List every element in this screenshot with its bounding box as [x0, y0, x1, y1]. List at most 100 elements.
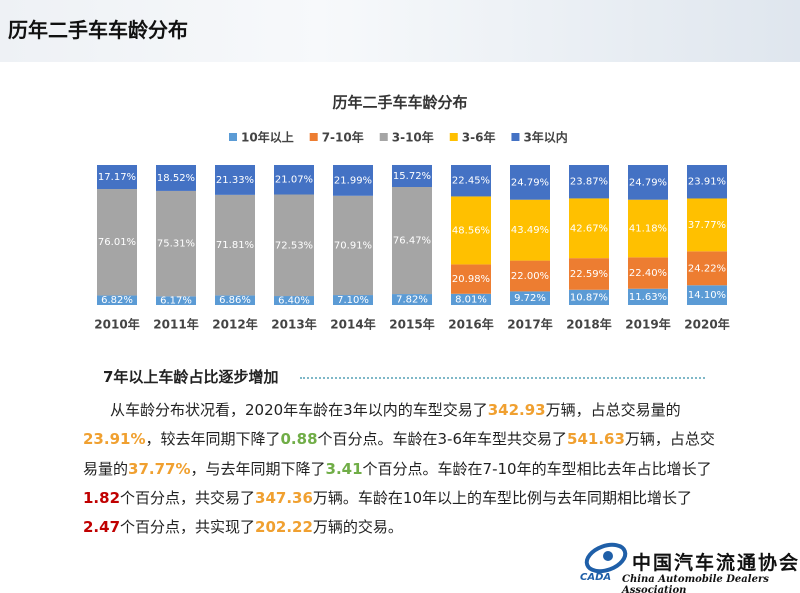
legend-label: 10年以上: [241, 130, 294, 145]
x-tick-label: 2019年: [625, 317, 670, 332]
data-label: 48.56%: [452, 225, 490, 236]
bar-segment: [628, 199, 668, 258]
bar-segment: [451, 293, 491, 305]
bar-segment: [392, 164, 432, 187]
logo-text: CADA: [580, 572, 612, 583]
bar-segment: [451, 165, 491, 197]
bar-segment: [215, 165, 255, 195]
data-label: 7.82%: [396, 295, 428, 306]
bar-segment: [274, 165, 314, 195]
highlight-text: 541.63: [567, 430, 625, 449]
bar-segment: [392, 294, 432, 305]
x-tick-label: 2011年: [153, 317, 198, 332]
text-run: 从车龄分布状况看，2020年车龄在3年以内的车型交易了: [110, 401, 488, 419]
data-label: 41.18%: [629, 224, 667, 235]
data-label: 11.63%: [629, 292, 667, 303]
text-run: 万辆的交易。: [312, 518, 403, 537]
bar-segment: [97, 189, 137, 296]
bar-segment: [687, 251, 727, 286]
bar-segment: [392, 186, 432, 295]
highlight-text: 23.91%: [83, 430, 146, 449]
x-tick-label: 2017年: [507, 317, 552, 332]
bar-segment: [333, 165, 373, 196]
data-label: 42.67%: [570, 223, 608, 234]
highlight-text: 37.77%: [128, 459, 191, 478]
bar-segment: [156, 165, 196, 191]
bar-segment: [687, 198, 727, 252]
header-title: 历年二手车车龄分布: [8, 18, 188, 42]
text-run: 万辆。车龄在10年以上的车型比例与去年同期相比增长了: [312, 488, 693, 507]
data-label: 6.86%: [219, 295, 251, 306]
bar-segment: [215, 295, 255, 305]
text-run: 万辆，占总交易量的: [83, 430, 715, 478]
data-label: 21.99%: [334, 175, 372, 186]
x-tick-label: 2012年: [212, 317, 257, 332]
data-label: 37.77%: [688, 220, 726, 231]
data-label: 18.52%: [157, 173, 195, 184]
text-run: 个百分点，共实现了: [120, 518, 256, 537]
bar-segment: [687, 285, 727, 305]
data-label: 22.40%: [629, 268, 667, 279]
text-run: 万辆，占总交易量的: [545, 401, 681, 419]
org-name-en: China Automobile Dealers Association: [622, 574, 769, 593]
bar-segment: [451, 196, 491, 265]
data-label: 24.79%: [511, 177, 549, 188]
text-run: 个百分点。车龄在3-6年车型共交易了: [317, 430, 568, 449]
data-label: 21.07%: [275, 175, 313, 186]
bar-segment: [215, 194, 255, 296]
data-label: 6.17%: [160, 296, 192, 307]
bar-segment: [156, 296, 196, 305]
dotted-rule: [300, 377, 705, 379]
legend-swatch: [379, 133, 388, 141]
highlight-text: 347.36: [255, 488, 313, 507]
data-label: 71.81%: [216, 240, 254, 251]
logo-mark: [584, 542, 628, 574]
x-tick-label: 2013年: [271, 317, 316, 332]
data-label: 24.79%: [629, 177, 667, 188]
highlight-text: 202.22: [255, 518, 313, 537]
data-label: 76.01%: [98, 237, 136, 248]
bar-segment: [628, 257, 668, 289]
legend-label: 7-10年: [322, 130, 364, 145]
text-run: 个百分点。车龄在7-10年的车型相比去年占比增长了: [362, 459, 712, 478]
bar-segment: [510, 199, 550, 261]
data-label: 6.40%: [278, 296, 310, 307]
data-label: 9.72%: [514, 293, 546, 304]
data-label: 23.91%: [688, 177, 726, 188]
section-heading: 7年以上车龄占比逐步增加: [103, 368, 279, 386]
bar-segment: [628, 288, 668, 305]
data-label: 75.31%: [157, 239, 195, 250]
data-label: 72.53%: [275, 240, 313, 251]
data-label: 20.98%: [452, 274, 490, 285]
legend-label: 3年以内: [523, 130, 567, 145]
bar-segment: [569, 258, 609, 290]
data-label: 15.72%: [393, 171, 431, 182]
bar-segment: [628, 165, 668, 200]
bar-segment: [569, 165, 609, 199]
paragraph: 从车龄分布状况看，2020年车龄在3年以内的车型交易了342.93万辆，占总交易…: [83, 396, 723, 542]
data-label: 70.91%: [334, 240, 372, 251]
highlight-text: 2.47: [83, 518, 121, 537]
data-label: 23.87%: [570, 177, 608, 188]
data-label: 8.01%: [455, 294, 487, 305]
legend-label: 3-10年: [392, 130, 434, 145]
highlight-text: 0.88: [280, 430, 318, 449]
bar-segment: [569, 289, 609, 305]
x-tick-label: 2020年: [684, 317, 729, 332]
bar-segment: [156, 190, 196, 297]
chart-title: 历年二手车车龄分布: [332, 94, 467, 112]
x-tick-label: 2015年: [389, 317, 434, 332]
legend-swatch: [449, 133, 458, 141]
x-tick-label: 2014年: [330, 317, 375, 332]
bar-segment: [569, 198, 609, 259]
bar-segment: [333, 295, 373, 305]
bar-segment: [687, 165, 727, 199]
data-label: 21.33%: [216, 175, 254, 186]
data-label: 76.47%: [393, 236, 431, 247]
bar-segment: [510, 165, 550, 200]
header-bar: 历年二手车车龄分布: [0, 0, 800, 62]
data-label: 7.10%: [337, 295, 369, 306]
highlight-text: 3.41: [325, 459, 363, 478]
legend-label: 3-6年: [462, 130, 496, 145]
data-label: 10.87%: [570, 292, 608, 303]
